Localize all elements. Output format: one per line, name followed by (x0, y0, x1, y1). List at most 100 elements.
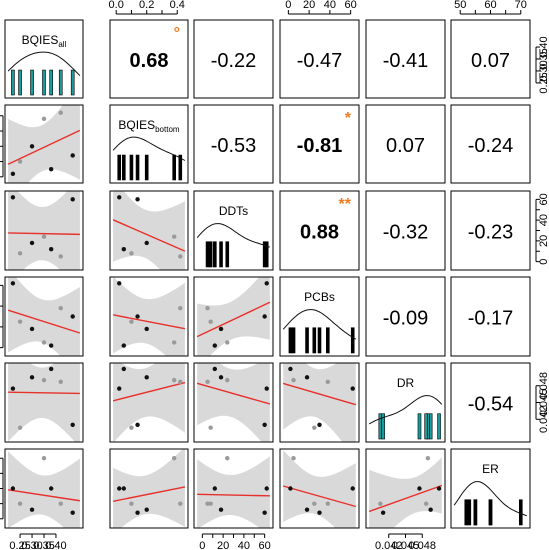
distribution-bar (417, 413, 422, 440)
panel-r3-c4: 0.88** (279, 190, 360, 271)
data-point (171, 456, 177, 461)
correlation-value: 0.07 (386, 135, 425, 157)
panel-r2-c4: -0.81* (279, 104, 360, 184)
data-point (41, 456, 47, 461)
distribution-bar (381, 413, 385, 440)
panel-border (279, 362, 360, 443)
data-point (58, 501, 63, 506)
data-point (428, 507, 433, 512)
significance-marker: * (345, 110, 352, 127)
panel-border (193, 190, 274, 271)
data-point (262, 510, 267, 515)
y-tick-label: 20 (538, 235, 549, 247)
distribution-bar (49, 69, 53, 96)
regression-line (8, 232, 80, 236)
data-point (48, 486, 54, 491)
distribution-bar (70, 69, 75, 96)
distribution-bar (225, 241, 230, 268)
data-point (121, 343, 127, 348)
panel-r6-c5 (365, 448, 446, 529)
data-point (29, 144, 35, 149)
x-tick-label: 0.35 (33, 540, 54, 550)
data-point (41, 234, 47, 239)
data-point (48, 366, 54, 372)
data-point (317, 510, 322, 515)
panel-border (109, 276, 189, 357)
x-tick-label: 0.30 (21, 540, 42, 550)
data-point (10, 195, 16, 200)
x-tick-label: 60 (484, 0, 496, 11)
distribution-bar (172, 154, 176, 181)
confidence-band (113, 277, 185, 356)
distribution-bar (291, 327, 296, 354)
regression-line (7, 309, 81, 334)
panel-r5-c6: -0.54 (450, 362, 531, 443)
panel-r5-c4 (279, 362, 360, 443)
confidence-band (197, 456, 270, 528)
data-point (117, 281, 122, 286)
data-point (225, 340, 230, 345)
y-tick-label: 60 (538, 193, 549, 205)
panel-border (365, 276, 446, 357)
data-point (291, 377, 296, 383)
regression-line (196, 301, 271, 338)
data-point (17, 425, 23, 430)
distribution-bar (30, 69, 34, 96)
distribution-bar (129, 154, 134, 181)
regression-line (282, 382, 357, 406)
distribution-bar (424, 413, 428, 440)
correlation-value: -0.24 (468, 135, 514, 157)
panel-border (279, 19, 360, 99)
data-point (58, 110, 63, 115)
panel-border (450, 276, 531, 357)
data-point (225, 377, 230, 383)
data-point (58, 379, 63, 385)
data-point (10, 386, 16, 391)
y-tick-label: 0.042 (538, 406, 549, 434)
regression-line (112, 486, 186, 502)
x-tick-label: 60 (259, 540, 271, 550)
distribution-bar (312, 327, 317, 354)
data-point (208, 319, 213, 324)
panel-border (365, 104, 446, 184)
data-point (58, 305, 63, 311)
correlation-value: -0.81 (297, 135, 343, 157)
data-point (48, 343, 54, 348)
data-point (212, 486, 218, 491)
panel-border (365, 190, 446, 271)
panel-r2-c2: BQIESbottom (109, 104, 189, 184)
distribution-bar (144, 154, 149, 181)
distribution-bar (437, 413, 441, 440)
correlation-value: -0.32 (383, 222, 429, 244)
data-point (262, 314, 267, 319)
panel-r6-c6: ER (450, 448, 531, 529)
variable-label: PCBs (304, 290, 335, 304)
correlation-value: -0.41 (383, 50, 429, 72)
data-point (178, 254, 183, 259)
panel-r3-c1 (4, 190, 84, 271)
data-point (121, 246, 127, 252)
panel-border (279, 190, 360, 271)
distribution-bar (219, 241, 223, 268)
panel-border (193, 448, 274, 529)
panel-r1-c1: BQIESall (4, 19, 84, 99)
distribution-bar (117, 154, 122, 181)
panel-r2-c1 (4, 104, 84, 184)
data-point (17, 159, 23, 164)
data-point (291, 456, 296, 461)
data-point (117, 386, 122, 391)
panel-border (279, 448, 360, 529)
data-point (264, 486, 269, 491)
data-point (325, 501, 331, 506)
x-tick-label: 50 (454, 0, 466, 11)
data-point (10, 486, 16, 491)
data-point (317, 422, 322, 428)
panel-r2-c3: -0.53 (193, 104, 274, 184)
panel-r5-c3 (193, 362, 274, 443)
panel-border (365, 19, 446, 99)
distribution-bar (11, 69, 15, 96)
significance-marker: ° (174, 25, 180, 42)
confidence-band (8, 191, 80, 270)
distribution-bar (262, 241, 267, 268)
